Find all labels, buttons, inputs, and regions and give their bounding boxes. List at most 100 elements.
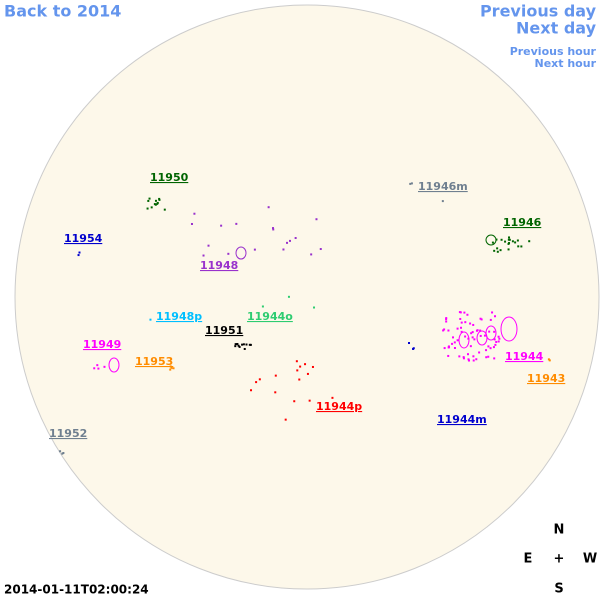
spot [464, 321, 467, 324]
spot [460, 326, 463, 329]
previous-hour-link[interactable]: Previous hour [510, 45, 597, 58]
spot [153, 203, 156, 206]
spot [409, 182, 412, 185]
spot [255, 381, 258, 384]
spot [493, 330, 496, 333]
spot [528, 240, 531, 243]
spot [169, 368, 172, 371]
spot [504, 240, 507, 243]
spot [193, 212, 196, 215]
compass-center: + [554, 552, 565, 567]
spot [480, 318, 483, 321]
spot [172, 367, 175, 370]
spot [293, 400, 296, 403]
spot [493, 249, 496, 252]
spot [472, 359, 475, 362]
spot [472, 355, 475, 358]
spot [517, 245, 520, 248]
region-label[interactable]: 11949 [83, 338, 121, 351]
spot [468, 359, 471, 362]
region-label[interactable]: 11954 [64, 232, 103, 245]
region-label[interactable]: 11948 [200, 259, 238, 272]
region-label[interactable]: 11953 [135, 355, 173, 368]
spot [460, 321, 463, 324]
spot [445, 318, 448, 321]
spot [310, 253, 313, 256]
spot [485, 349, 488, 352]
spot [443, 347, 446, 350]
spot [479, 334, 482, 337]
spot [61, 452, 64, 455]
back-link[interactable]: Back to 2014 [4, 2, 121, 21]
spot [491, 311, 494, 314]
region-label[interactable]: 11951 [205, 324, 243, 337]
previous-day-link[interactable]: Previous day [480, 2, 597, 21]
spot [459, 317, 462, 320]
next-day-link[interactable]: Next day [516, 19, 597, 38]
compass-east: E [524, 552, 533, 567]
spot [62, 452, 65, 455]
spot [315, 218, 318, 221]
spot [507, 238, 510, 241]
spot [227, 252, 230, 255]
region-label[interactable]: 11944p [316, 400, 362, 413]
spot [491, 241, 494, 244]
spot [470, 332, 473, 335]
region-label[interactable]: 11943 [527, 372, 565, 385]
spot [459, 311, 462, 314]
spot [78, 251, 81, 254]
spot [514, 241, 517, 244]
spot [147, 199, 150, 202]
spot [202, 254, 205, 257]
region-label[interactable]: 11948p [156, 310, 202, 323]
region-label[interactable]: 11944o [247, 310, 293, 323]
spot [296, 369, 299, 372]
spot [471, 336, 474, 339]
region-label[interactable]: 11946 [503, 216, 542, 229]
spot [442, 329, 445, 332]
spot [475, 358, 478, 361]
spot [496, 247, 499, 250]
region-label[interactable]: 11950 [150, 171, 189, 184]
spot [497, 335, 500, 338]
next-hour-link[interactable]: Next hour [535, 57, 597, 70]
timestamp: 2014-01-11T02:00:24 [4, 583, 149, 597]
spot [158, 198, 161, 201]
region-label[interactable]: 11952 [49, 427, 87, 440]
spot [267, 206, 270, 209]
spot [520, 245, 523, 248]
spot [452, 336, 455, 339]
spot [274, 391, 277, 394]
region-label[interactable]: 11944m [437, 413, 487, 426]
spot [497, 340, 500, 343]
spot [447, 354, 450, 357]
spot [516, 239, 519, 242]
spot [272, 228, 275, 231]
spot [311, 365, 314, 368]
spot [507, 248, 510, 251]
region-label[interactable]: 11946m [418, 180, 468, 193]
spot [236, 343, 239, 346]
spot [248, 343, 251, 346]
spot [489, 347, 492, 350]
spot [319, 248, 322, 251]
spot [308, 399, 311, 402]
spot [494, 343, 497, 346]
spot [234, 343, 237, 346]
compass-south: S [554, 582, 563, 597]
spot [274, 374, 277, 377]
spot [494, 315, 497, 318]
spot [469, 322, 472, 325]
spot [458, 355, 461, 358]
spot [479, 317, 482, 320]
spot [207, 244, 210, 247]
spot [59, 450, 62, 453]
spot [495, 340, 498, 343]
spot [150, 206, 153, 209]
spot [456, 327, 459, 330]
spot [156, 202, 159, 205]
spot [234, 345, 237, 348]
spot [489, 318, 492, 321]
region-label[interactable]: 11944 [505, 350, 544, 363]
